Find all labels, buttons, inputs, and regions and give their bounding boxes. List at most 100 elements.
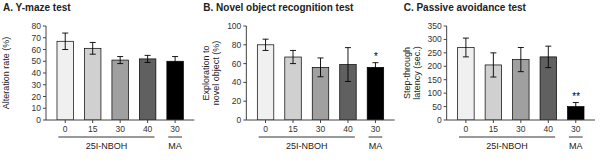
x-tick xyxy=(493,120,494,123)
y-tick-label: 200 xyxy=(427,61,441,71)
bar xyxy=(458,47,474,120)
bar xyxy=(112,60,128,120)
error-bar xyxy=(518,47,524,71)
y-axis-label-line: Alteration rate (%) xyxy=(1,37,11,110)
error-line xyxy=(493,53,494,77)
error-cap xyxy=(372,62,378,63)
y-tick-label: 300 xyxy=(427,34,441,44)
x-tick-label: 40 xyxy=(143,124,153,134)
x-tick xyxy=(465,120,466,123)
plot-area xyxy=(257,39,383,120)
error-cap xyxy=(518,47,524,48)
x-tick-label: 30 xyxy=(316,124,326,134)
y-tick-label: 0 xyxy=(437,115,442,125)
error-bar xyxy=(573,103,579,111)
x-tick-label: 15 xyxy=(288,124,298,134)
plot-area xyxy=(458,38,584,120)
x-tick xyxy=(265,120,266,123)
error-cap xyxy=(172,56,178,57)
error-cap xyxy=(490,52,496,53)
x-tick xyxy=(147,120,148,123)
error-line xyxy=(175,57,176,66)
error-line xyxy=(92,42,93,54)
error-cap xyxy=(263,50,269,51)
bar xyxy=(257,45,273,120)
error-line xyxy=(320,58,321,77)
error-line xyxy=(293,50,294,63)
error-cap xyxy=(545,46,551,47)
error-cap xyxy=(463,56,469,57)
y-axis-label: Exploration tonovel object (%) xyxy=(201,41,221,106)
error-cap xyxy=(573,110,579,111)
x-tick-label: 30 xyxy=(516,124,526,134)
error-cap xyxy=(318,76,324,77)
x-tick xyxy=(175,120,176,123)
error-cap xyxy=(372,72,378,73)
error-bar xyxy=(463,38,469,57)
panel: C. Passive avoidance test Step-throughlat… xyxy=(402,2,595,151)
group-bracket xyxy=(369,137,383,138)
group-bracket xyxy=(569,137,583,138)
y-axis-label-line: latency (sec.) xyxy=(412,46,422,100)
error-cap xyxy=(145,55,151,56)
y-axis-label-line: Step-through xyxy=(402,47,412,99)
significance-marker: ** xyxy=(572,91,581,102)
y-axis xyxy=(446,26,447,120)
y-tick-label: 0 xyxy=(36,115,41,125)
error-bar xyxy=(263,39,269,50)
x-tick-label: 15 xyxy=(489,124,499,134)
y-tick-label: 10 xyxy=(32,103,42,113)
y-tick-label: 40 xyxy=(232,77,242,87)
error-cap xyxy=(518,71,524,72)
y-tick-label: 60 xyxy=(32,45,42,55)
error-cap xyxy=(117,56,123,57)
x-tick-label: 30 xyxy=(371,124,381,134)
bar xyxy=(57,41,73,120)
bar xyxy=(367,67,383,120)
y-tick-label: 50 xyxy=(432,102,442,112)
error-cap xyxy=(345,47,351,48)
y-tick-label: 250 xyxy=(427,48,441,58)
y-tick-label: 150 xyxy=(427,75,441,85)
group-bracket xyxy=(58,137,154,138)
error-line xyxy=(548,46,549,67)
x-tick xyxy=(347,120,348,123)
x-tick-label: 30 xyxy=(170,124,180,134)
error-bar xyxy=(117,57,123,64)
error-bar xyxy=(62,33,68,49)
group-label: MA xyxy=(168,141,182,151)
y-axis-label-line: novel object (%) xyxy=(211,41,221,106)
x-tick xyxy=(120,120,121,123)
error-line xyxy=(375,63,376,72)
y-axis xyxy=(246,26,247,120)
error-line xyxy=(265,39,266,50)
panel: B. Novel object recognition testExplorat… xyxy=(201,2,394,151)
y-tick-label: 20 xyxy=(232,96,242,106)
error-bar xyxy=(345,48,351,82)
y-tick-label: 40 xyxy=(32,68,42,78)
x-tick-label: 15 xyxy=(88,124,98,134)
group-bracket xyxy=(459,137,555,138)
error-bar xyxy=(145,55,151,62)
x-tick-label: 30 xyxy=(115,124,125,134)
title: C. Passive avoidance test xyxy=(404,2,527,13)
error-line xyxy=(575,103,576,111)
x-tick-label: 40 xyxy=(343,124,353,134)
error-cap xyxy=(490,77,496,78)
error-cap xyxy=(145,62,151,63)
x-tick-label: 0 xyxy=(63,124,68,134)
error-cap xyxy=(545,67,551,68)
error-line xyxy=(520,47,521,71)
y-axis xyxy=(46,26,47,120)
y-tick-label: 350 xyxy=(427,21,441,31)
error-cap xyxy=(573,102,579,103)
error-cap xyxy=(172,65,178,66)
y-axis-label: Alteration rate (%) xyxy=(1,37,11,110)
error-line xyxy=(347,48,348,82)
group-label: 25I-NBOH xyxy=(286,141,328,151)
error-bar xyxy=(545,46,551,67)
error-line xyxy=(120,57,121,64)
title: A. Y-maze test xyxy=(3,2,71,13)
y-tick-label: 0 xyxy=(237,115,242,125)
error-bar xyxy=(372,63,378,72)
